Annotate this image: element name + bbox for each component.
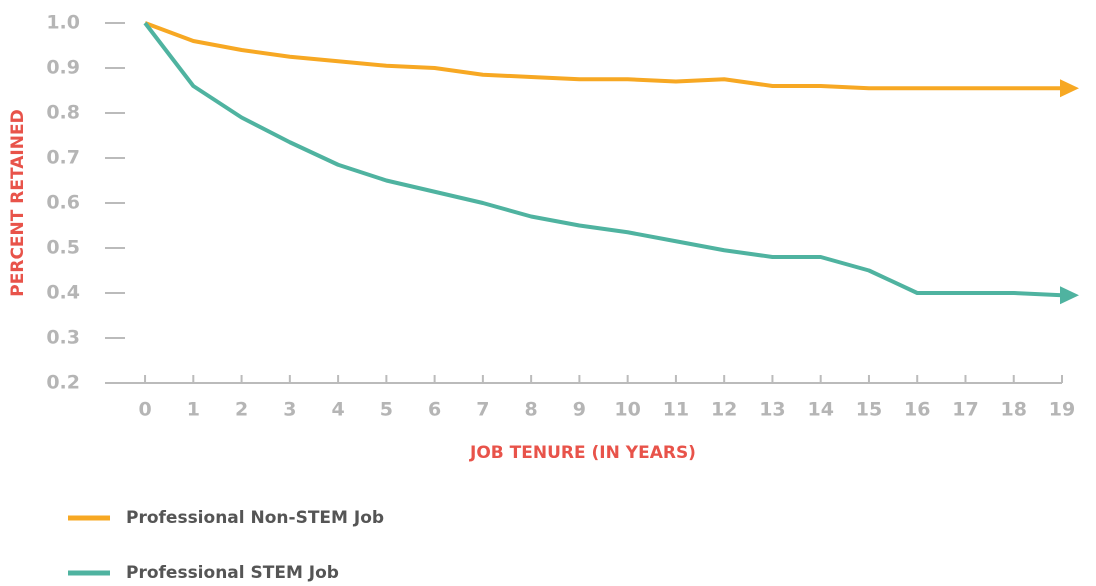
- y-tick-label: 0.2: [46, 372, 80, 394]
- y-axis-title: PERCENT RETAINED: [8, 109, 28, 296]
- x-tick-label: 3: [283, 399, 296, 421]
- y-tick-label: 0.8: [46, 102, 80, 124]
- x-axis-title: JOB TENURE (IN YEARS): [469, 443, 696, 463]
- y-tick-label: 1.0: [46, 12, 80, 34]
- x-tick-label: 7: [476, 399, 489, 421]
- x-tick-label: 13: [759, 399, 785, 421]
- y-tick-label: 0.7: [46, 147, 80, 169]
- y-tick-label: 0.3: [46, 327, 80, 349]
- y-tick-label: 0.5: [46, 237, 80, 259]
- x-tick-label: 11: [663, 399, 689, 421]
- arrow-head: [1060, 286, 1079, 305]
- x-tick-label: 14: [807, 399, 833, 421]
- series-line: [144, 21, 1062, 91]
- x-tick-label: 6: [428, 399, 441, 421]
- x-tick-label: 19: [1049, 399, 1075, 421]
- x-tick-label: 5: [380, 399, 393, 421]
- x-tick-label: 1: [187, 399, 200, 421]
- arrow-head: [1060, 79, 1079, 98]
- series-line: [143, 21, 1063, 298]
- x-tick-label: 4: [331, 399, 344, 421]
- x-tick-label: 12: [711, 399, 737, 421]
- x-tick-label: 17: [952, 399, 978, 421]
- x-tick-label: 9: [573, 399, 586, 421]
- x-tick-label: 16: [904, 399, 930, 421]
- y-tick-label: 0.9: [46, 57, 80, 79]
- x-tick-label: 18: [1001, 399, 1027, 421]
- x-tick-label: 10: [614, 399, 640, 421]
- y-tick-label: 0.4: [46, 282, 80, 304]
- legend-label: Professional STEM Job: [126, 563, 339, 583]
- legend-label: Professional Non-STEM Job: [126, 508, 384, 528]
- x-tick-label: 2: [235, 399, 248, 421]
- x-tick-label: 0: [138, 399, 151, 421]
- y-tick-label: 0.6: [46, 192, 80, 214]
- x-tick-label: 15: [856, 399, 882, 421]
- x-tick-label: 8: [525, 399, 538, 421]
